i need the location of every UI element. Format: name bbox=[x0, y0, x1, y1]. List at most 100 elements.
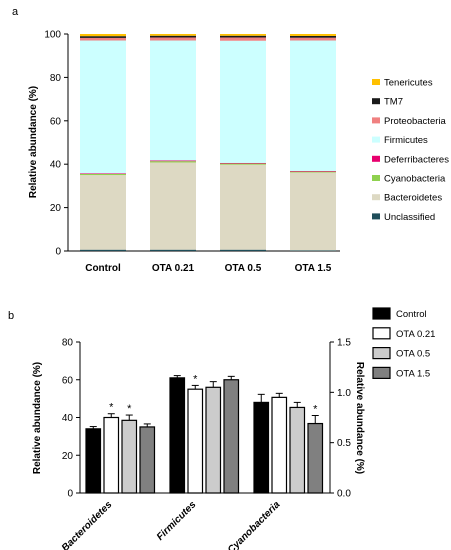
chart-a-y-tick-label: 20 bbox=[50, 203, 62, 214]
chart-a-legend-swatch bbox=[372, 155, 380, 162]
chart-a-bar-segment bbox=[150, 160, 196, 162]
chart-a-bar-segment bbox=[290, 35, 336, 38]
chart-b-y2-tick-label: 1.5 bbox=[337, 338, 351, 349]
chart-b-y2-tick-label: 1.0 bbox=[337, 388, 351, 399]
chart-b-bar bbox=[85, 428, 102, 494]
chart-a-y-tick-label: 100 bbox=[44, 30, 61, 41]
chart-a-bar-segment bbox=[150, 37, 196, 41]
chart-a-bar-segment bbox=[150, 162, 196, 250]
chart-a-x-tick-label: OTA 1.5 bbox=[295, 263, 332, 274]
chart-a-bar-segment bbox=[80, 36, 126, 38]
chart-a-bar-segment bbox=[80, 173, 126, 174]
chart-a-bar-segment bbox=[80, 34, 126, 37]
chart-a-bar-segment bbox=[150, 35, 196, 38]
chart-b-bar bbox=[103, 416, 120, 494]
chart-a-bar-segment bbox=[150, 161, 196, 163]
chart-a-legend-swatch bbox=[372, 117, 380, 124]
chart-b-bar bbox=[271, 396, 288, 494]
chart-a-legend-swatch bbox=[372, 79, 380, 85]
chart-a-legend: Tenericutes TM7 Proteobacteria Firmicutes De… bbox=[372, 78, 449, 223]
chart-a-bar-segment bbox=[290, 40, 336, 171]
chart-b-x-tick-label: Bacteroidetes bbox=[60, 499, 115, 550]
chart-b-bar bbox=[205, 386, 222, 494]
chart-b-legend-label: OTA 0.21 bbox=[396, 329, 435, 340]
chart-b-bars: * * Bacteroidetes * Firmicutes * Cyanobacteria bbox=[60, 373, 324, 550]
chart-b-legend-label: OTA 0.5 bbox=[396, 349, 430, 360]
chart-a-x-tick-label: OTA 0.21 bbox=[152, 263, 195, 274]
chart-a-legend-swatch bbox=[372, 98, 380, 105]
chart-a-bar-segment bbox=[80, 249, 126, 251]
chart-b-legend-label: Control bbox=[396, 309, 427, 320]
chart-b-bar bbox=[139, 426, 156, 494]
chart-b-significance-marker: * bbox=[127, 403, 132, 415]
chart-a-bar-segment bbox=[220, 34, 266, 36]
chart-a-bar-segment bbox=[220, 163, 266, 165]
chart-b-significance-marker: * bbox=[313, 403, 318, 415]
chart-a-bar-segment bbox=[150, 34, 196, 36]
chart-a-bar-segment bbox=[220, 164, 266, 250]
chart-a-legend-swatch bbox=[372, 194, 380, 201]
chart-b-legend-swatch bbox=[372, 366, 391, 379]
chart-a-legend-label: TM7 bbox=[384, 97, 403, 108]
chart-a-bar-segment bbox=[220, 37, 266, 41]
chart-a-y-axis-label: Relative abundance (%) bbox=[28, 86, 39, 198]
chart-a-y-tick-label: 60 bbox=[50, 116, 62, 127]
chart-a-bar-segment bbox=[290, 170, 336, 172]
chart-b-bar bbox=[307, 422, 324, 494]
chart-a-y-tick-label: 80 bbox=[50, 73, 62, 84]
chart-b-bar bbox=[289, 406, 306, 494]
chart-b-bar bbox=[121, 419, 138, 494]
chart-b-bar bbox=[223, 379, 240, 494]
chart-b-legend-swatch bbox=[372, 307, 391, 320]
chart-b-bar bbox=[169, 377, 186, 494]
chart-a-bar-segment bbox=[220, 35, 266, 38]
chart-a-bar-segment bbox=[220, 249, 266, 251]
chart-b-significance-marker: * bbox=[193, 373, 198, 385]
chart-a-bar-segment bbox=[80, 40, 126, 174]
chart-a-legend-label: Deferribacteres bbox=[384, 154, 449, 165]
chart-b-y2-axis-label: Relative abundance (%) bbox=[354, 362, 365, 474]
chart-a-bar-segment bbox=[290, 37, 336, 41]
chart-a-bar-segment bbox=[290, 171, 336, 173]
chart-a-x-tick-label: OTA 0.5 bbox=[225, 263, 262, 274]
chart-b-y-axis-label: Relative abundance (%) bbox=[32, 362, 43, 474]
chart-b-significance-marker: * bbox=[109, 402, 114, 414]
chart-b-y-tick-label: 40 bbox=[62, 413, 74, 424]
chart-b-y-tick-label: 20 bbox=[62, 451, 74, 462]
chart-a-bar-segment bbox=[290, 34, 336, 36]
chart-b-x-tick-label: Cyanobacteria bbox=[226, 499, 283, 550]
chart-a-bars: Control OTA 0.21 OTA 0.5 OTA 1.5 bbox=[80, 34, 336, 274]
chart-b-y-tick-label: 80 bbox=[62, 338, 74, 349]
chart-b-legend-swatch bbox=[372, 347, 391, 360]
chart-b-legend-swatch bbox=[372, 327, 391, 340]
chart-b-axes: 0 20 40 60 80 0.0 0.5 1.0 1.5 bbox=[62, 338, 351, 500]
chart-a-legend-label: Tenericutes bbox=[384, 78, 433, 89]
chart-b-x-tick-label: Firmicutes bbox=[155, 499, 199, 543]
chart-a-x-tick-label: Control bbox=[85, 263, 121, 274]
chart-a-y-tick-label: 40 bbox=[50, 160, 62, 171]
chart-a-legend-label: Cyanobacteria bbox=[384, 174, 446, 185]
chart-b-y-tick-label: 60 bbox=[62, 375, 74, 386]
chart-a-bar-segment bbox=[150, 249, 196, 251]
chart-b-bar bbox=[187, 388, 204, 494]
chart-b-bar bbox=[253, 401, 270, 494]
chart-b-y2-tick-label: 0.0 bbox=[337, 489, 351, 500]
chart-a-bar-segment bbox=[150, 40, 196, 161]
panel-label-b: b bbox=[8, 310, 14, 322]
chart-a-bar-segment bbox=[80, 173, 126, 176]
chart-a-legend-label: Proteobacteria bbox=[384, 116, 447, 127]
panel-label-a: a bbox=[12, 6, 19, 18]
chart-a-legend-label: Unclassified bbox=[384, 212, 435, 223]
chart-a-bar-segment bbox=[80, 37, 126, 41]
chart-a-bar-segment bbox=[290, 250, 336, 251]
chart-a-legend-label: Bacteroidetes bbox=[384, 193, 442, 204]
chart-a-legend-swatch bbox=[372, 136, 380, 143]
chart-a-bar-segment bbox=[220, 40, 266, 163]
chart-a-bar-segment bbox=[290, 172, 336, 251]
chart-b-y2-tick-label: 0.5 bbox=[337, 438, 351, 449]
chart-b-legend: Control OTA 0.21 OTA 0.5 OTA 1.5 bbox=[372, 307, 435, 379]
chart-a-legend-swatch bbox=[372, 213, 380, 220]
chart-a-bar-segment bbox=[220, 162, 266, 164]
chart-a-bar-segment bbox=[80, 175, 126, 250]
